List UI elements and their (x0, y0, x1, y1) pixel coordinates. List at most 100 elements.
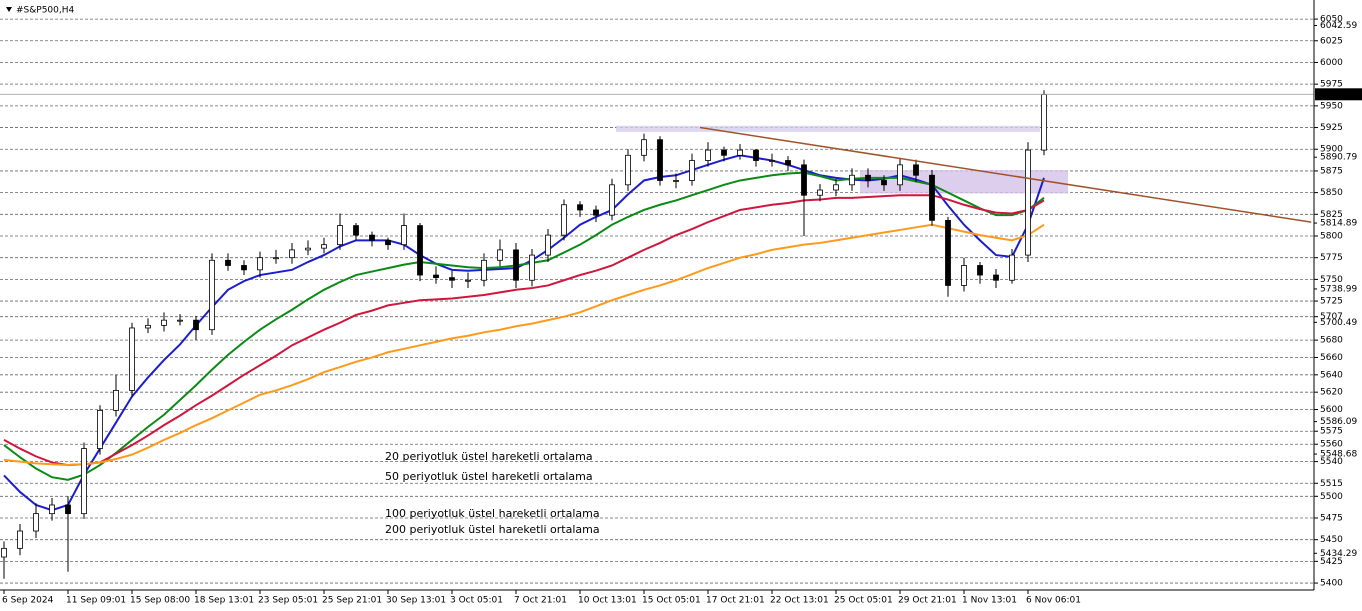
candle-body (993, 274, 999, 281)
candle-body (289, 249, 295, 259)
candle-body (513, 249, 519, 281)
candle-body (673, 180, 679, 182)
scale-label: 5738.99 (1320, 284, 1357, 294)
candle-body (1041, 94, 1047, 151)
candle-body (257, 257, 263, 271)
y-tick-label: 6025 (1320, 36, 1343, 46)
legend-label: 100 periyotluk üstel hareketli ortalama (385, 507, 600, 520)
candle-body (337, 225, 343, 246)
candle-body (177, 319, 183, 322)
scale-label: 5586.09 (1320, 417, 1357, 427)
y-tick-label: 5825 (1320, 210, 1343, 220)
candle-body (81, 448, 87, 515)
candle-body (113, 390, 119, 411)
y-tick-label: 5540 (1320, 457, 1343, 467)
candle-body (49, 504, 55, 515)
legend-label: 200 periyotluk üstel hareketli ortalama (385, 523, 600, 536)
y-tick-label: 6050 (1320, 15, 1343, 25)
scale-label: 6042.59 (1320, 21, 1357, 31)
candle-body (593, 209, 599, 216)
candle-body (769, 160, 775, 162)
candle-body (305, 247, 311, 251)
y-tick-label: 5500 (1320, 492, 1343, 502)
candle-body (977, 265, 983, 276)
candle-body (929, 174, 935, 221)
candle-body (1, 547, 7, 558)
x-tick-label: 30 Sep 13:01 (386, 596, 446, 606)
candle-body (17, 530, 23, 549)
candle-body (849, 174, 855, 186)
y-tick-label: 5620 (1320, 388, 1343, 398)
moving-average (3, 223, 1045, 467)
x-tick-label: 22 Oct 13:01 (770, 596, 829, 606)
y-tick-label: 5800 (1320, 232, 1343, 242)
candle-body (657, 139, 663, 181)
candle-body (913, 164, 919, 176)
candle-body (785, 160, 791, 166)
candle-body (961, 265, 967, 286)
candle-body (577, 204, 583, 211)
candle-body (353, 225, 359, 236)
candle-body (401, 225, 407, 246)
current-price-label: 5963.32 (1320, 90, 1357, 100)
candle-body (145, 324, 151, 329)
y-tick-label: 5425 (1320, 557, 1343, 567)
candle-body (369, 234, 375, 241)
y-tick-label: 5975 (1320, 80, 1343, 90)
current-price-box (1315, 88, 1362, 101)
scale-label: 5434.29 (1320, 549, 1357, 559)
candle-body (705, 149, 711, 161)
candle-body (529, 254, 535, 281)
y-tick-label: 5850 (1320, 188, 1343, 198)
y-tick-label: 6000 (1320, 58, 1343, 68)
x-tick-label: 25 Sep 21:01 (322, 596, 382, 606)
candle-body (321, 244, 327, 249)
y-tick-label: 5640 (1320, 370, 1343, 380)
y-tick-label: 5925 (1320, 123, 1343, 133)
candle-body (449, 277, 455, 281)
x-tick-label: 15 Oct 05:01 (642, 596, 701, 606)
candle-body (33, 513, 39, 532)
candle-body (193, 319, 199, 331)
y-tick-label: 5475 (1320, 513, 1343, 523)
candle-body (753, 149, 759, 161)
candle-body (481, 259, 487, 281)
candle-body (209, 259, 215, 331)
y-tick-label: 5660 (1320, 353, 1343, 363)
scale-label: 5548.68 (1320, 450, 1357, 460)
plot (0, 18, 1314, 584)
x-tick-label: 7 Oct 21:01 (514, 596, 567, 606)
candle-body (65, 504, 71, 515)
candle-body (737, 149, 743, 156)
y-tick-label: 5950 (1320, 101, 1343, 111)
trendline (699, 126, 1312, 223)
chart-title: #S&P500,H4 (16, 6, 75, 16)
candle-body (97, 409, 103, 449)
legend-label: 20 periyotluk üstel hareketli ortalama (385, 450, 593, 463)
price-zone (860, 170, 1068, 194)
x-tick-label: 18 Sep 13:01 (194, 596, 254, 606)
y-tick-label: 5707 (1320, 312, 1343, 322)
y-tick-label: 5600 (1320, 405, 1343, 415)
candle-body (625, 154, 631, 186)
candle-body (273, 257, 279, 260)
y-tick-label: 5450 (1320, 535, 1343, 545)
candle-body (225, 259, 231, 266)
x-tick-label: 6 Sep 2024 (2, 596, 54, 606)
candle-body (241, 265, 247, 271)
candle-body (161, 319, 167, 326)
symbol-icon (6, 7, 12, 12)
y-tick-label: 5680 (1320, 336, 1343, 346)
candle-body (1009, 254, 1015, 281)
candle-body (433, 274, 439, 279)
candle-body (417, 225, 423, 276)
legend-label: 50 periyotluk üstel hareketli ortalama (385, 470, 593, 483)
x-tick-label: 6 Nov 06:01 (1026, 596, 1081, 606)
candle-body (689, 160, 695, 181)
candle-body (465, 279, 471, 282)
x-tick-label: 17 Oct 21:01 (706, 596, 765, 606)
scale-label: 5700.49 (1320, 318, 1357, 328)
candle-body (385, 239, 391, 246)
candle-body (721, 149, 727, 156)
